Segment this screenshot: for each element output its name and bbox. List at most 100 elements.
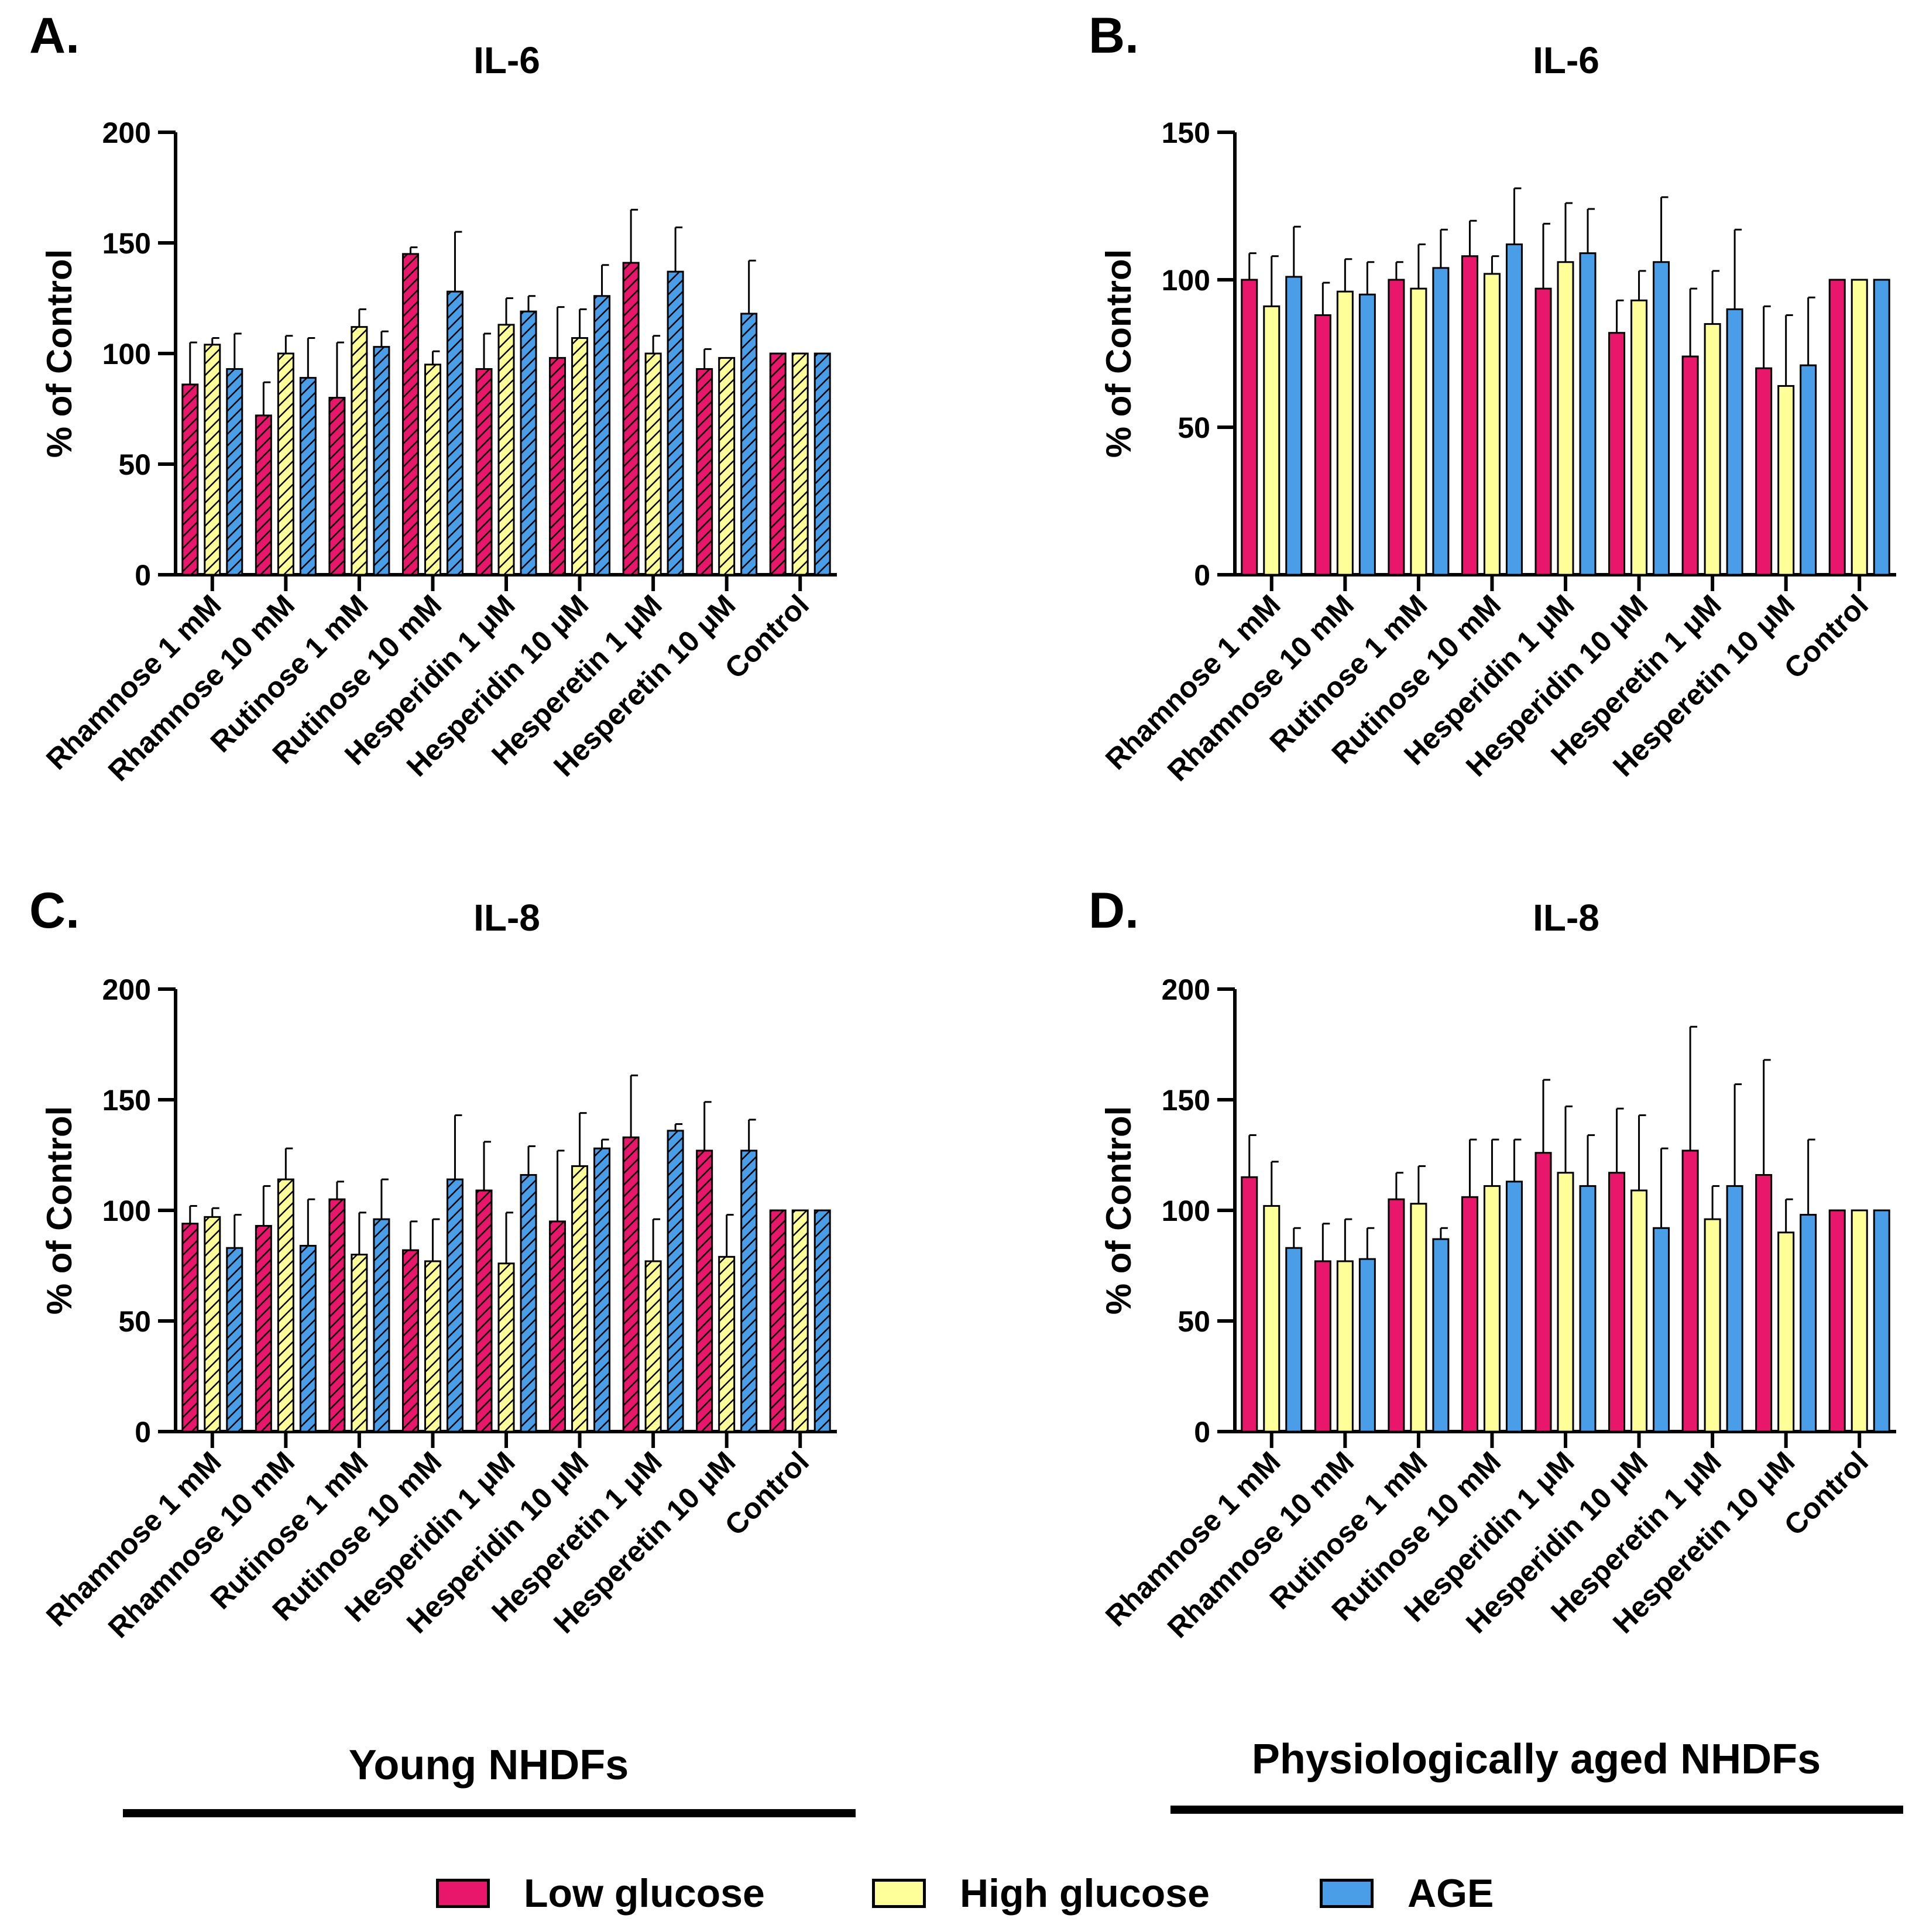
legend-label-high-glucose: High glucose [960, 1871, 1210, 1916]
chart-title: IL-6 [473, 39, 540, 81]
legend-item-age: AGE [1320, 1864, 1494, 1923]
bar-high-glucose [644, 1260, 662, 1433]
y-tick-label: 200 [102, 116, 151, 149]
bar-low-glucose [401, 1249, 419, 1433]
bar-low-glucose [255, 414, 272, 576]
bar-low-glucose [1314, 314, 1331, 576]
aged-caption: Physiologically aged NHDFs [1251, 1736, 1821, 1783]
bar-high-glucose [1851, 279, 1868, 576]
panel-letter: A. [29, 8, 80, 64]
bar-age [226, 1247, 243, 1433]
bar-age [1726, 308, 1743, 576]
bar-age [740, 1149, 758, 1433]
y-tick-label: 150 [102, 227, 151, 260]
y-tick-label: 0 [1194, 559, 1210, 592]
bar-high-glucose [497, 324, 515, 576]
bar-high-glucose [1263, 305, 1281, 576]
bar-age [446, 1178, 464, 1433]
bar-age [1800, 364, 1817, 576]
bar-age [299, 377, 317, 576]
bar-low-glucose [1534, 1152, 1552, 1433]
bar-high-glucose [1483, 273, 1501, 576]
bar-high-glucose [718, 357, 736, 576]
chart-title: IL-8 [1533, 897, 1599, 939]
bar-age [1579, 252, 1597, 576]
bar-age [1579, 1185, 1597, 1433]
bar-high-glucose [1630, 299, 1648, 576]
young-caption: Young NHDFs [348, 1742, 629, 1789]
legend-label-low-glucose: Low glucose [524, 1871, 765, 1916]
bar-low-glucose [401, 253, 419, 576]
bar-age [373, 346, 390, 576]
bar-low-glucose [181, 383, 199, 576]
bar-high-glucose [571, 337, 589, 576]
bar-high-glucose [497, 1262, 515, 1433]
bar-low-glucose [475, 368, 493, 576]
bar-age [593, 295, 611, 576]
bar-low-glucose [622, 262, 640, 576]
bar-low-glucose [1608, 1172, 1626, 1433]
y-axis-label: % of Control [1099, 249, 1138, 458]
bar-low-glucose [769, 352, 787, 576]
bar-age [740, 313, 758, 576]
bar-high-glucose [1630, 1189, 1648, 1433]
bar-high-glucose [424, 363, 441, 576]
bar-high-glucose [204, 344, 221, 576]
bar-high-glucose [791, 352, 809, 576]
bar-low-glucose [1828, 279, 1846, 576]
panel-letter: B. [1089, 8, 1139, 64]
y-tick-label: 0 [1194, 1416, 1210, 1449]
bar-high-glucose [351, 326, 368, 576]
bar-high-glucose [351, 1254, 368, 1433]
bar-low-glucose [328, 1198, 346, 1433]
bar-age [1358, 293, 1376, 576]
bar-age [1505, 243, 1523, 576]
bar-high-glucose [1336, 1260, 1354, 1433]
bar-age [667, 1130, 684, 1433]
bar-low-glucose [1681, 1149, 1699, 1433]
bar-high-glucose [1704, 323, 1721, 576]
bar-age [226, 368, 243, 576]
bar-high-glucose [424, 1260, 441, 1433]
bar-age [813, 352, 831, 576]
legend-item-high-glucose: High glucose [872, 1864, 1210, 1923]
legend-label-age: AGE [1408, 1871, 1494, 1916]
bar-low-glucose [1461, 255, 1478, 576]
chart-title: IL-8 [473, 897, 540, 939]
y-tick-label: 100 [102, 1195, 151, 1227]
bar-low-glucose [1534, 287, 1552, 576]
y-axis-label: % of Control [40, 249, 79, 458]
y-tick-label: 100 [1162, 1195, 1210, 1227]
bar-low-glucose [1755, 367, 1773, 576]
legend-item-low-glucose: Low glucose [436, 1864, 765, 1923]
bar-low-glucose [1241, 279, 1258, 576]
bar-high-glucose [277, 352, 294, 576]
bar-low-glucose [1241, 1176, 1258, 1433]
bar-low-glucose [1608, 332, 1626, 576]
bar-high-glucose [1557, 1172, 1574, 1433]
bar-age [1726, 1185, 1743, 1433]
bar-low-glucose [328, 397, 346, 576]
bar-low-glucose [696, 368, 713, 576]
bar-low-glucose [1388, 1198, 1405, 1433]
bar-low-glucose [622, 1136, 640, 1433]
bar-age [1653, 1227, 1670, 1433]
bar-low-glucose [549, 357, 567, 576]
bar-low-glucose [1461, 1196, 1478, 1433]
bar-high-glucose [1410, 1203, 1427, 1433]
panel-letter: C. [29, 883, 80, 939]
bar-high-glucose [1336, 290, 1354, 576]
bar-age [299, 1244, 317, 1433]
bar-age [373, 1218, 390, 1433]
y-tick-label: 150 [1162, 116, 1210, 149]
legend: Low glucose High glucose AGE [0, 1864, 1919, 1928]
bar-low-glucose [696, 1149, 713, 1433]
bar-high-glucose [204, 1216, 221, 1433]
bar-age [1432, 1238, 1450, 1433]
low-glucose-swatch [436, 1879, 490, 1908]
bar-age [1800, 1214, 1817, 1433]
